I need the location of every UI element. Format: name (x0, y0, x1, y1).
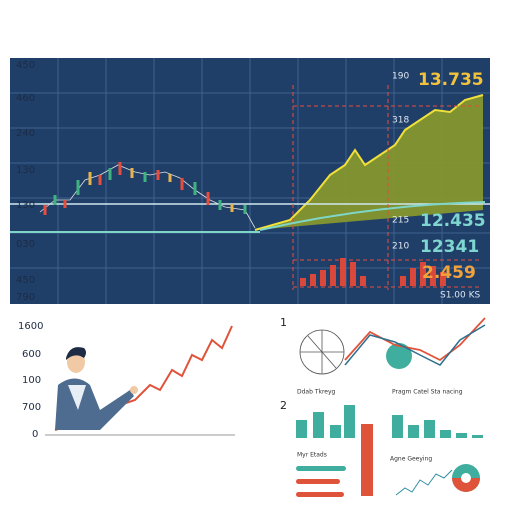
axis-label: 1600 (18, 321, 43, 332)
axis-label: 130 (16, 200, 35, 211)
person (55, 347, 138, 430)
highlight-bar (361, 424, 373, 496)
axis-label: 0 (32, 429, 38, 440)
axis-label: 130 (16, 165, 35, 176)
line (344, 324, 486, 366)
guide-lines (292, 85, 480, 290)
progress-bars (296, 466, 346, 497)
small-label: 215 (392, 216, 409, 226)
price-line (254, 94, 484, 231)
volume-bars (300, 258, 446, 286)
small-label: 318 (392, 116, 409, 126)
trend-line (259, 201, 486, 231)
axis-label: 450 (16, 60, 35, 71)
value-label: 13.735 (418, 70, 484, 90)
step-number: 2 (280, 399, 287, 412)
donut (452, 464, 480, 492)
sparkline (395, 469, 453, 496)
compass-diagram (299, 329, 345, 375)
caption: Myr Etads (297, 452, 327, 459)
step-number: 1 (280, 316, 287, 329)
candlesticks (39, 162, 256, 229)
value-label: 12.435 (420, 211, 486, 231)
caption: Ddab Tkreyg (297, 389, 336, 396)
value-label: 12341 (420, 237, 479, 257)
value-label: 2.459 (422, 263, 476, 283)
small-label: 190 (392, 72, 409, 82)
caption: Pragm Catel Sta nacing (392, 389, 463, 396)
axis-label: 700 (22, 402, 41, 413)
bars (296, 405, 483, 438)
axis-label: 460 (16, 93, 35, 104)
axis-label: 600 (22, 349, 41, 360)
axis-label: 240 (16, 128, 35, 139)
axis-label: 100 (22, 375, 41, 386)
caption: Agne Geeying (390, 456, 432, 463)
line (344, 317, 486, 362)
axis-label: 450 (16, 275, 35, 286)
footer-label: S1.00 KS (440, 291, 481, 301)
small-label: 210 (392, 242, 409, 252)
axis-label: 030 (16, 239, 35, 250)
highlight-circle (386, 343, 412, 369)
axis-label: 790 (16, 292, 35, 303)
